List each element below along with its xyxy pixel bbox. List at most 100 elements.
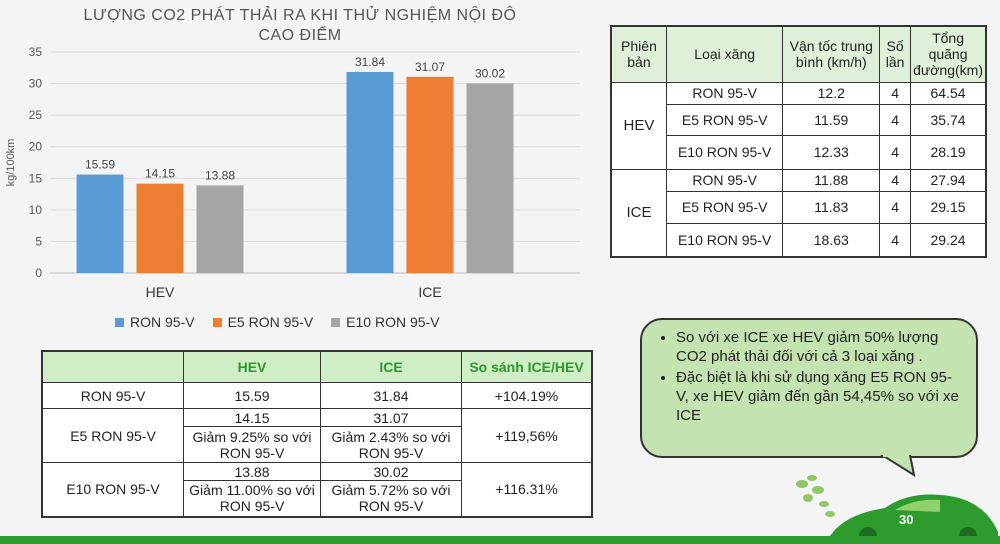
spec-cell-runs: 4 [879,134,912,170]
spec-cell-fuel: E10 RON 95-V [665,222,784,258]
legend-item-ron95: RON 95-V [115,314,195,330]
y-tick-label: 20 [29,140,43,154]
legend-swatch-e10 [331,317,341,327]
x-category-label: HEV [146,284,175,300]
spec-header-runs: Số lần [879,25,912,83]
legend-swatch-ron95 [115,317,124,327]
data-label: 13.88 [205,168,235,182]
data-label: 31.84 [355,55,385,69]
data-label: 15.59 [85,158,115,172]
legend-label-ron95: RON 95-V [130,314,195,330]
legend-item-e5: E5 RON 95-V [212,314,314,330]
table-row: E5 RON 95-V 11.83 4 29.15 [611,190,987,224]
cmp-hev-note: Giảm 9.25% so với RON 95-V [183,426,321,463]
legend-item-e10: E10 RON 95-V [331,314,440,330]
cmp-header-compare: So sánh ICE/HEV [461,350,593,383]
cmp-hev-value: 14.15 [183,408,321,427]
cmp-header-blank [41,350,184,383]
bar [196,185,244,273]
bubble-tail [880,455,916,477]
table-row: E10 RON 95-V 12.33 4 28.19 [611,134,987,170]
y-tick-label: 0 [35,266,42,280]
cmp-fuel: E10 RON 95-V [41,462,184,517]
legend-label-e5: E5 RON 95-V [227,314,314,330]
y-tick-label: 15 [29,171,43,185]
data-label: 31.07 [415,60,445,74]
bar-chart: 0 5 10 15 20 25 30 35 kg/100km 15.59 14.15 13.88 HEV… [5,45,580,300]
note-item: So với xe ICE xe HEV giảm 50% lượng CO2 … [676,328,962,366]
y-tick-label: 10 [29,203,43,217]
cmp-ice-note: Giảm 2.43% so với RON 95-V [320,426,462,463]
spec-header-row: Phiên bản Loại xăng Vận tốc trung bình (… [610,25,987,83]
spec-cell-distance: 64.54 [910,81,987,105]
table-row: Giảm 11.00% so với RON 95-V Giảm 5.72% s… [42,480,592,517]
notes-bubble: So với xe ICE xe HEV giảm 50% lượng CO2 … [640,318,978,458]
y-tick-label: 30 [29,77,43,91]
cmp-header-hev: HEV [183,350,321,383]
spec-cell-runs: 4 [879,81,912,105]
exhaust-leaves-icon [796,475,835,517]
chart-title-line1: LƯỢNG CO2 PHÁT THẢI RA KHI THỬ NGHIỆM NỘ… [83,7,517,24]
y-tick-label: 35 [29,45,43,59]
chart-title-line2: CAO ĐIỂM [258,27,342,44]
table-row: RON 95-V 15.59 31.84 +104.19% [41,382,593,409]
spec-cell-distance: 28.19 [910,134,987,170]
notes-list: So với xe ICE xe HEV giảm 50% lượng CO2 … [660,328,962,425]
spec-cell-fuel: E5 RON 95-V [665,103,784,136]
spec-header-speed: Vận tốc trung bình (km/h) [782,25,881,83]
y-tick-label: 25 [29,108,43,122]
cmp-ice-value: 30.02 [320,462,462,481]
cmp-header-ice: ICE [320,350,462,383]
spec-cell-runs: 4 [879,222,912,258]
data-label: 30.02 [475,66,505,80]
spec-cell-speed: 11.83 [782,190,881,224]
spec-header-version: Phiên bản [610,25,667,83]
cmp-fuel: RON 95-V [41,382,184,409]
spec-version-hev: HEV [610,81,667,170]
spec-cell-speed: 12.2 [782,81,881,105]
spec-cell-fuel: E10 RON 95-V [665,134,784,170]
spec-cell-fuel: E5 RON 95-V [665,190,784,224]
bar [136,183,184,273]
spec-header-fuel: Loại xăng [665,25,784,83]
table-row: E10 RON 95-V 18.63 4 29.24 [611,222,987,258]
bar [466,83,514,273]
cmp-ice-value: 31.84 [320,382,462,409]
table-row: E5 RON 95-V 11.59 4 35.74 [611,103,987,136]
page-number: 30 [899,512,914,527]
chart-title: LƯỢNG CO2 PHÁT THẢI RA KHI THỬ NGHIỆM NỘ… [40,6,560,46]
spec-cell-speed: 11.59 [782,103,881,136]
cmp-compare: +116.31% [461,462,593,517]
cmp-hev-value: 13.88 [183,462,321,481]
cmp-ice-value: 31.07 [320,408,462,427]
table-row: Giảm 9.25% so với RON 95-V Giảm 2.43% so… [42,426,592,463]
spec-cell-speed: 18.63 [782,222,881,258]
test-spec-table: Phiên bản Loại xăng Vận tốc trung bình (… [610,25,987,258]
chart-legend: RON 95-V E5 RON 95-V E10 RON 95-V [115,314,440,330]
x-category-label: ICE [418,284,441,300]
table-row: E10 RON 95-V 13.88 30.02 +116.31% [41,462,593,517]
table-row: HEV RON 95-V 12.2 4 64.54 [610,81,987,170]
spec-version-ice: ICE [610,168,667,258]
bar [406,76,454,273]
spec-cell-fuel: RON 95-V [665,168,784,192]
green-car-icon [796,475,998,540]
table-row: ICE RON 95-V 11.88 4 27.94 [610,168,987,258]
cmp-fuel: E5 RON 95-V [41,408,184,463]
comparison-table: HEV ICE So sánh ICE/HEV RON 95-V 15.59 3… [41,350,593,518]
y-tick-label: 5 [35,234,42,248]
legend-swatch-e5 [212,317,222,327]
spec-cell-distance: 29.24 [910,222,987,258]
bar [76,174,124,273]
spec-cell-runs: 4 [879,168,912,192]
spec-cell-fuel: RON 95-V [665,81,784,105]
spec-cell-runs: 4 [879,103,912,136]
spec-cell-speed: 11.88 [782,168,881,192]
cmp-header-row: HEV ICE So sánh ICE/HEV [41,350,593,383]
spec-cell-distance: 27.94 [910,168,987,192]
table-row: E5 RON 95-V 14.15 31.07 +119,56% [41,408,593,463]
cmp-hev-note: Giảm 11.00% so với RON 95-V [183,480,321,517]
cmp-hev-value: 15.59 [183,382,321,409]
y-axis-label: kg/100km [5,139,17,187]
spec-cell-distance: 35.74 [910,103,987,136]
